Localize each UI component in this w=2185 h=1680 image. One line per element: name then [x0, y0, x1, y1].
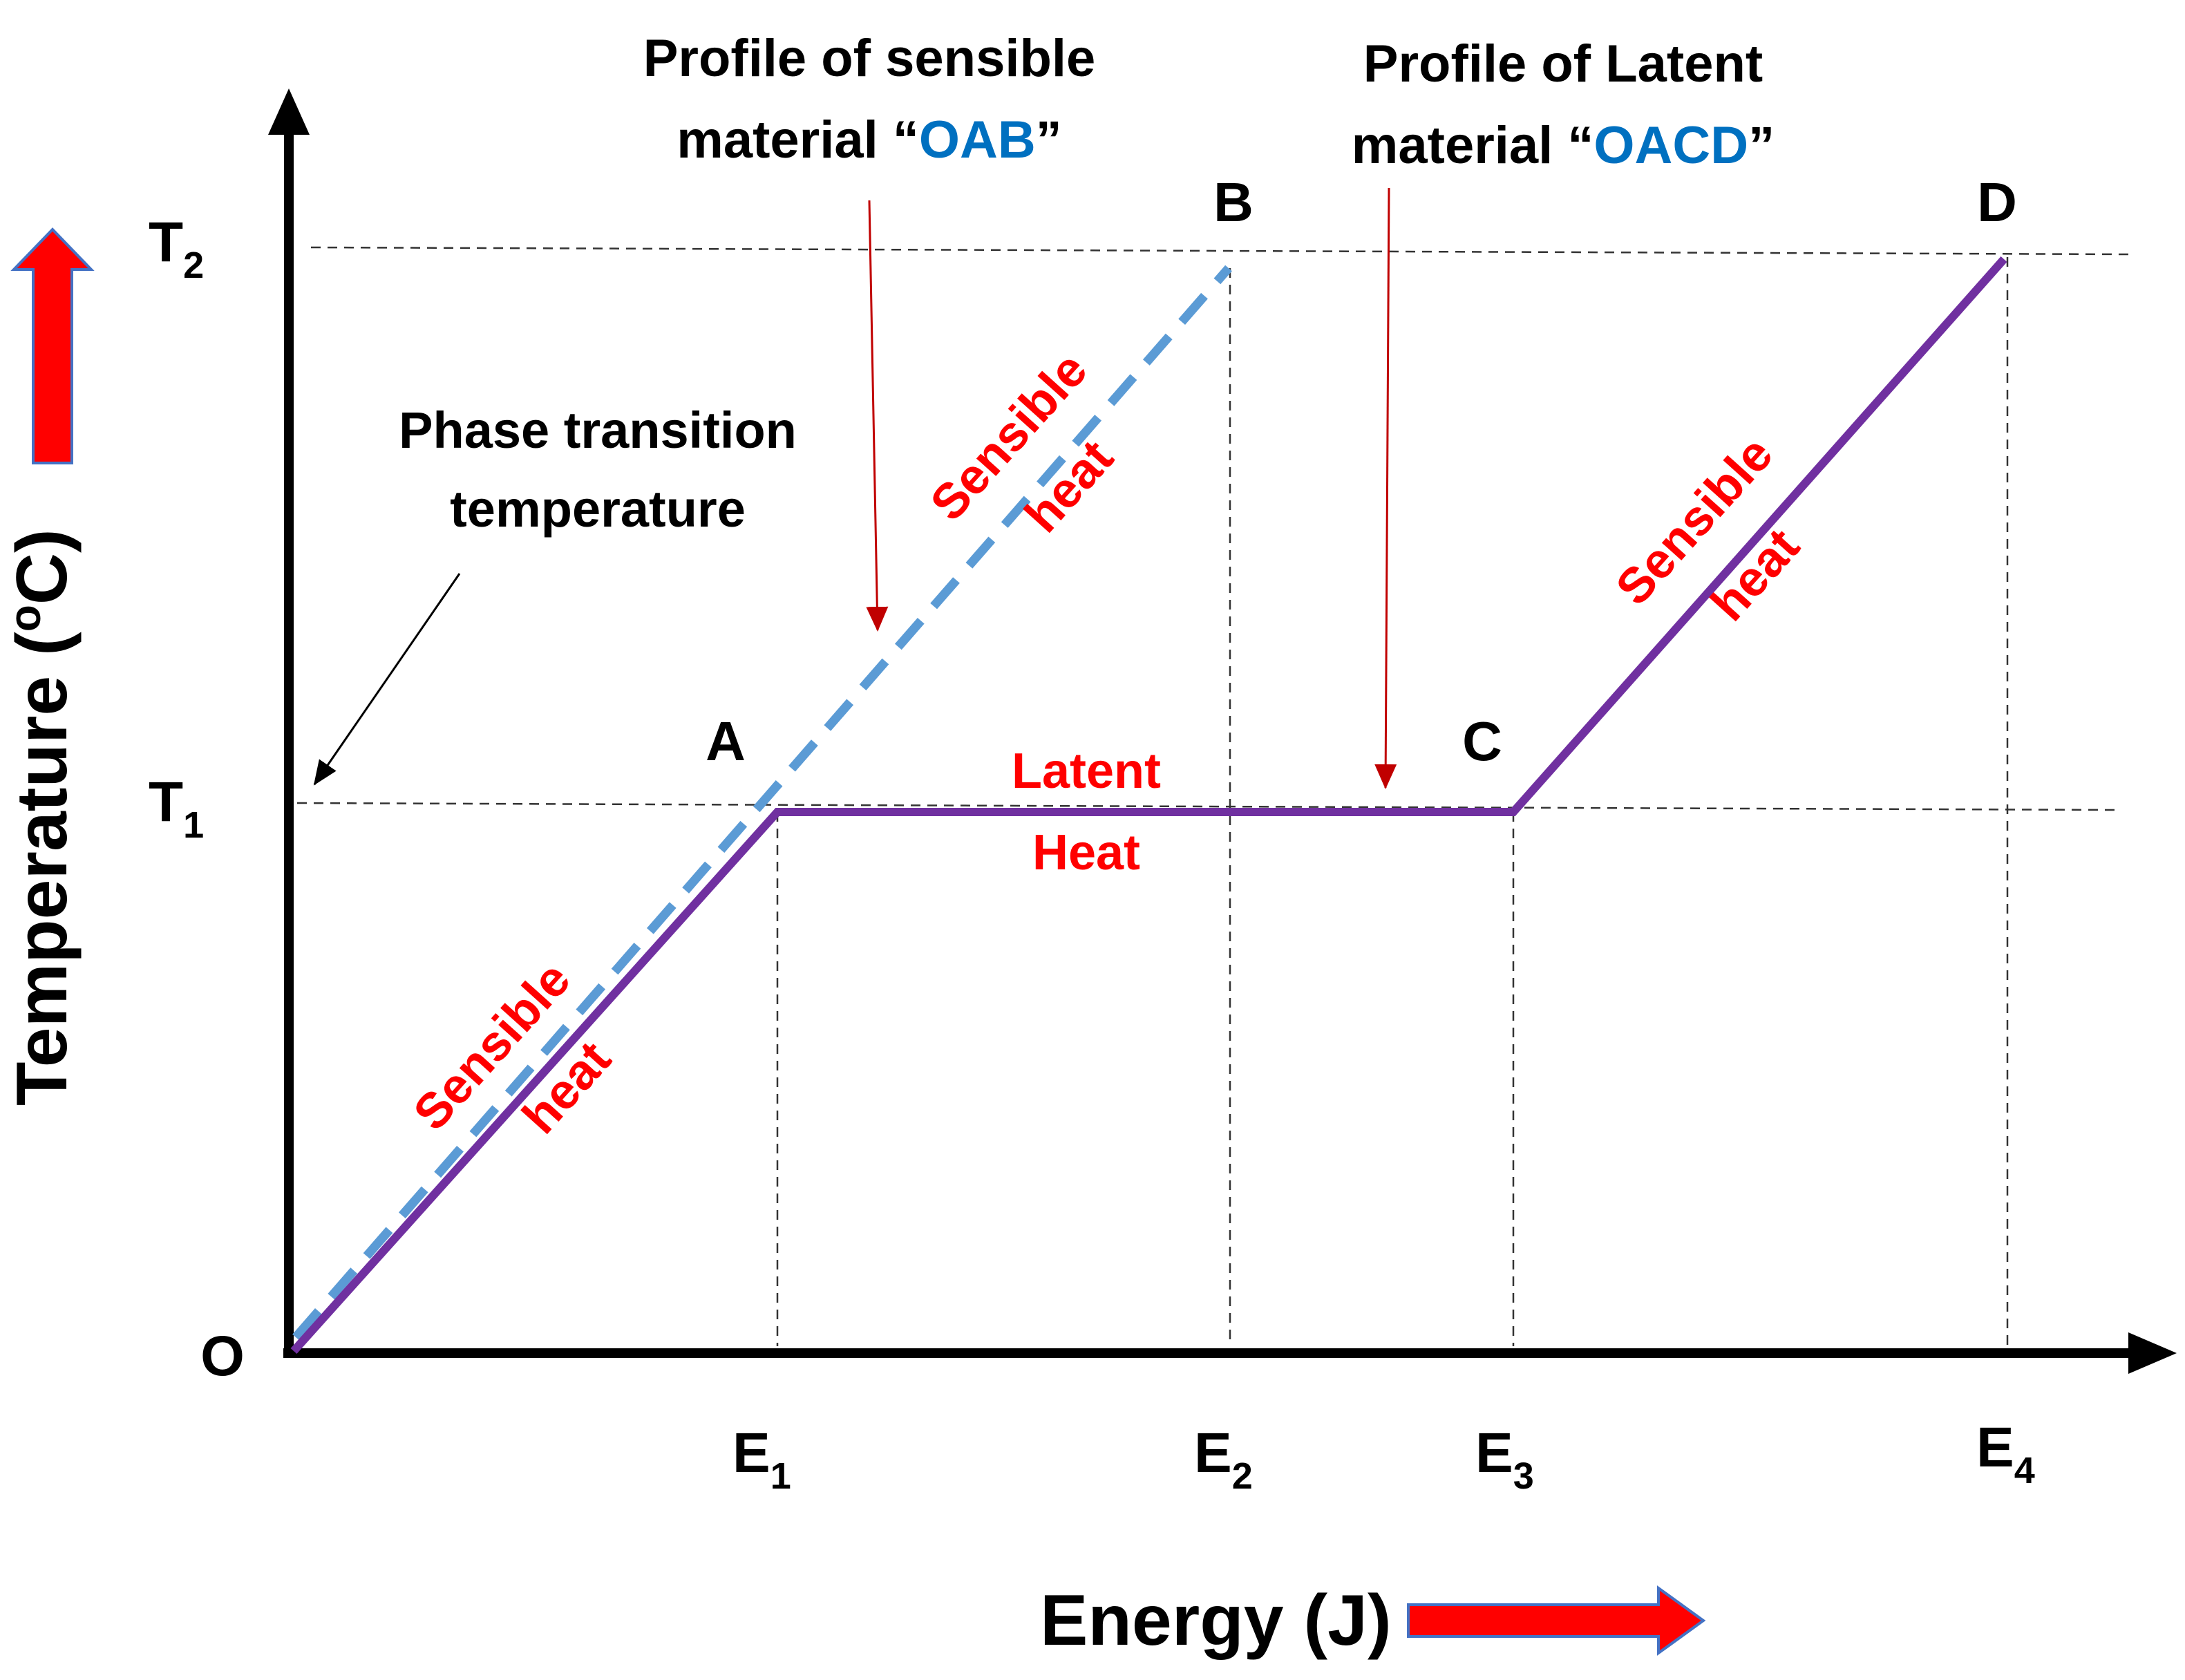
y-axis-arrowhead	[268, 88, 310, 135]
phase-transition-arrow	[313, 573, 461, 786]
point-c-label: C	[1462, 710, 1502, 772]
latent-profile-title: Profile of Latent	[1363, 35, 1763, 93]
temperature-up-indicator-arrow	[10, 227, 95, 464]
point-d-label: D	[1977, 171, 2017, 233]
x-tick-e3: E3	[1475, 1422, 1534, 1497]
sensible-pointer-arrow	[866, 200, 889, 632]
t2-guide-line	[310, 246, 2129, 256]
latent-material-code: OACD	[1593, 116, 1748, 175]
phase-transition-label-line2: temperature	[450, 480, 746, 538]
origin-label: O	[200, 1325, 245, 1388]
point-b-label: B	[1213, 171, 1254, 233]
axes	[268, 88, 2177, 1374]
sensible-profile-title-line2: material “OAB”	[677, 111, 1062, 169]
sensible-profile-line-oab	[292, 265, 1232, 1341]
y-tick-t2: T2	[149, 211, 204, 286]
sensible-material-code: OAB	[919, 111, 1036, 169]
sensible-profile-title: Profile of sensible	[643, 29, 1096, 88]
t1-guide-line	[296, 802, 2115, 811]
x-axis-arrowhead	[2128, 1332, 2177, 1374]
energy-right-indicator-arrow	[1407, 1585, 1706, 1656]
latent-pointer-arrow	[1374, 187, 1397, 789]
latent-profile-line-oacd	[290, 256, 2007, 1355]
region-labels: Sensible heat Sensible heat Sensible hea…	[403, 342, 1810, 1144]
x-tick-e1: E1	[732, 1422, 791, 1497]
latent-heat-label: Heat	[1032, 825, 1140, 880]
phase-transition-label: Phase transition	[399, 402, 797, 459]
point-a-label: A	[706, 710, 746, 772]
latent-label: Latent	[1012, 744, 1161, 799]
y-tick-t1: T1	[149, 771, 204, 846]
guide-lines	[296, 246, 2129, 1346]
x-tick-e4: E4	[1976, 1416, 2035, 1491]
x-tick-e2: E2	[1194, 1422, 1253, 1497]
x-axis-title: Energy (J)	[1040, 1580, 1392, 1661]
latent-profile-title-line2: material “OACD”	[1352, 116, 1775, 175]
y-axis-title: Temperature (oC)	[0, 529, 82, 1106]
